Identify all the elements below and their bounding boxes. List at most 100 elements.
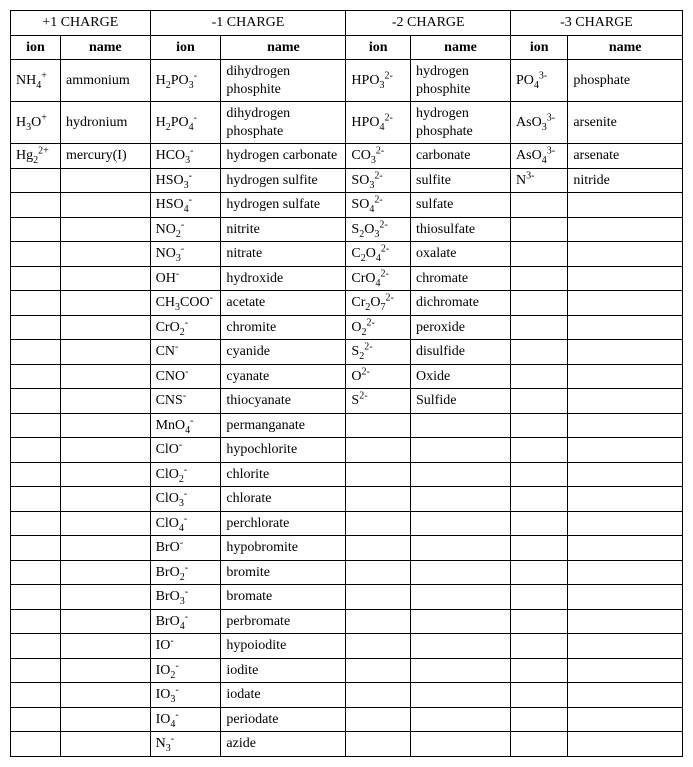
ion-cell bbox=[11, 193, 61, 218]
ion-cell bbox=[11, 242, 61, 267]
table-row: IO3-iodate bbox=[11, 683, 683, 708]
name-cell bbox=[61, 438, 151, 463]
ion-header-4: ion bbox=[511, 35, 568, 60]
ion-cell bbox=[511, 438, 568, 463]
charge-header-2: -1 CHARGE bbox=[150, 11, 346, 36]
table-row: CNO-cyanateO2-Oxide bbox=[11, 364, 683, 389]
ion-cell: NO2- bbox=[150, 217, 221, 242]
name-cell: dihydrogen phosphate bbox=[221, 102, 346, 144]
name-cell bbox=[411, 462, 511, 487]
name-cell bbox=[61, 707, 151, 732]
ion-cell: SO32- bbox=[346, 168, 411, 193]
table-body: NH4+ammoniumH2PO3-dihydrogen phosphiteHP… bbox=[11, 60, 683, 757]
table-row: H3O+hydroniumH2PO4-dihydrogen phosphateH… bbox=[11, 102, 683, 144]
name-cell bbox=[568, 315, 683, 340]
name-cell bbox=[61, 536, 151, 561]
ion-cell bbox=[11, 658, 61, 683]
name-header-2: name bbox=[221, 35, 346, 60]
name-cell: hydrogen sulfate bbox=[221, 193, 346, 218]
ion-cell: CN- bbox=[150, 340, 221, 365]
name-cell: cyanide bbox=[221, 340, 346, 365]
name-cell: chlorate bbox=[221, 487, 346, 512]
name-cell: hypobromite bbox=[221, 536, 346, 561]
name-header-3: name bbox=[411, 35, 511, 60]
name-cell bbox=[568, 560, 683, 585]
ion-cell bbox=[511, 266, 568, 291]
ion-cell: Cr2O72- bbox=[346, 291, 411, 316]
table-row: CH3COO-acetateCr2O72-dichromate bbox=[11, 291, 683, 316]
table-row: OH-hydroxideCrO42-chromate bbox=[11, 266, 683, 291]
table-row: IO2-iodite bbox=[11, 658, 683, 683]
name-cell: iodate bbox=[221, 683, 346, 708]
ion-cell bbox=[511, 732, 568, 757]
ion-cell bbox=[11, 609, 61, 634]
name-cell: bromate bbox=[221, 585, 346, 610]
name-cell bbox=[568, 658, 683, 683]
name-cell bbox=[411, 536, 511, 561]
name-cell: Sulfide bbox=[411, 389, 511, 414]
ion-cell bbox=[346, 634, 411, 659]
name-cell: disulfide bbox=[411, 340, 511, 365]
name-cell: dichromate bbox=[411, 291, 511, 316]
table-head: +1 CHARGE -1 CHARGE -2 CHARGE -3 CHARGE … bbox=[11, 11, 683, 60]
ion-cell bbox=[511, 707, 568, 732]
table-row: IO4-periodate bbox=[11, 707, 683, 732]
ion-cell bbox=[11, 291, 61, 316]
ion-cell: N3- bbox=[511, 168, 568, 193]
name-cell: chlorite bbox=[221, 462, 346, 487]
name-cell: iodite bbox=[221, 658, 346, 683]
ion-cell bbox=[346, 487, 411, 512]
table-row: BrO3-bromate bbox=[11, 585, 683, 610]
name-cell: arsenite bbox=[568, 102, 683, 144]
name-cell: perbromate bbox=[221, 609, 346, 634]
ion-cell: BrO3- bbox=[150, 585, 221, 610]
ion-cell bbox=[346, 732, 411, 757]
name-cell: perchlorate bbox=[221, 511, 346, 536]
name-cell: dihydrogen phosphite bbox=[221, 60, 346, 102]
name-cell bbox=[568, 389, 683, 414]
table-row: BrO2-bromite bbox=[11, 560, 683, 585]
ion-cell: H3O+ bbox=[11, 102, 61, 144]
table-row: CrO2-chromiteO22-peroxide bbox=[11, 315, 683, 340]
name-header-1: name bbox=[61, 35, 151, 60]
name-cell bbox=[411, 683, 511, 708]
ion-cell: PO43- bbox=[511, 60, 568, 102]
ion-cell: HSO3- bbox=[150, 168, 221, 193]
table-row: IO-hypoiodite bbox=[11, 634, 683, 659]
name-cell: arsenate bbox=[568, 144, 683, 169]
ion-cell: OH- bbox=[150, 266, 221, 291]
name-cell bbox=[568, 193, 683, 218]
ion-cell bbox=[346, 658, 411, 683]
name-cell: bromite bbox=[221, 560, 346, 585]
ion-header-2: ion bbox=[150, 35, 221, 60]
name-cell: nitride bbox=[568, 168, 683, 193]
table-row: ClO2-chlorite bbox=[11, 462, 683, 487]
ion-cell bbox=[11, 266, 61, 291]
name-cell bbox=[411, 585, 511, 610]
name-cell: phosphate bbox=[568, 60, 683, 102]
charge-header-4: -3 CHARGE bbox=[511, 11, 683, 36]
ion-cell: HPO42- bbox=[346, 102, 411, 144]
name-cell bbox=[61, 732, 151, 757]
name-cell bbox=[568, 413, 683, 438]
name-cell bbox=[61, 634, 151, 659]
ion-cell: IO2- bbox=[150, 658, 221, 683]
ion-cell bbox=[11, 560, 61, 585]
ion-cell: ClO3- bbox=[150, 487, 221, 512]
name-cell: oxalate bbox=[411, 242, 511, 267]
name-cell: thiosulfate bbox=[411, 217, 511, 242]
name-cell bbox=[568, 634, 683, 659]
name-cell bbox=[61, 511, 151, 536]
name-cell: chromite bbox=[221, 315, 346, 340]
ion-cell bbox=[11, 536, 61, 561]
ion-cell bbox=[11, 732, 61, 757]
name-cell bbox=[568, 609, 683, 634]
ion-cell bbox=[511, 389, 568, 414]
ion-cell bbox=[511, 511, 568, 536]
name-cell: cyanate bbox=[221, 364, 346, 389]
name-cell: hypochlorite bbox=[221, 438, 346, 463]
ion-cell bbox=[346, 585, 411, 610]
ion-cell: AsO43- bbox=[511, 144, 568, 169]
ion-cell: H2PO4- bbox=[150, 102, 221, 144]
ion-cell: N3- bbox=[150, 732, 221, 757]
